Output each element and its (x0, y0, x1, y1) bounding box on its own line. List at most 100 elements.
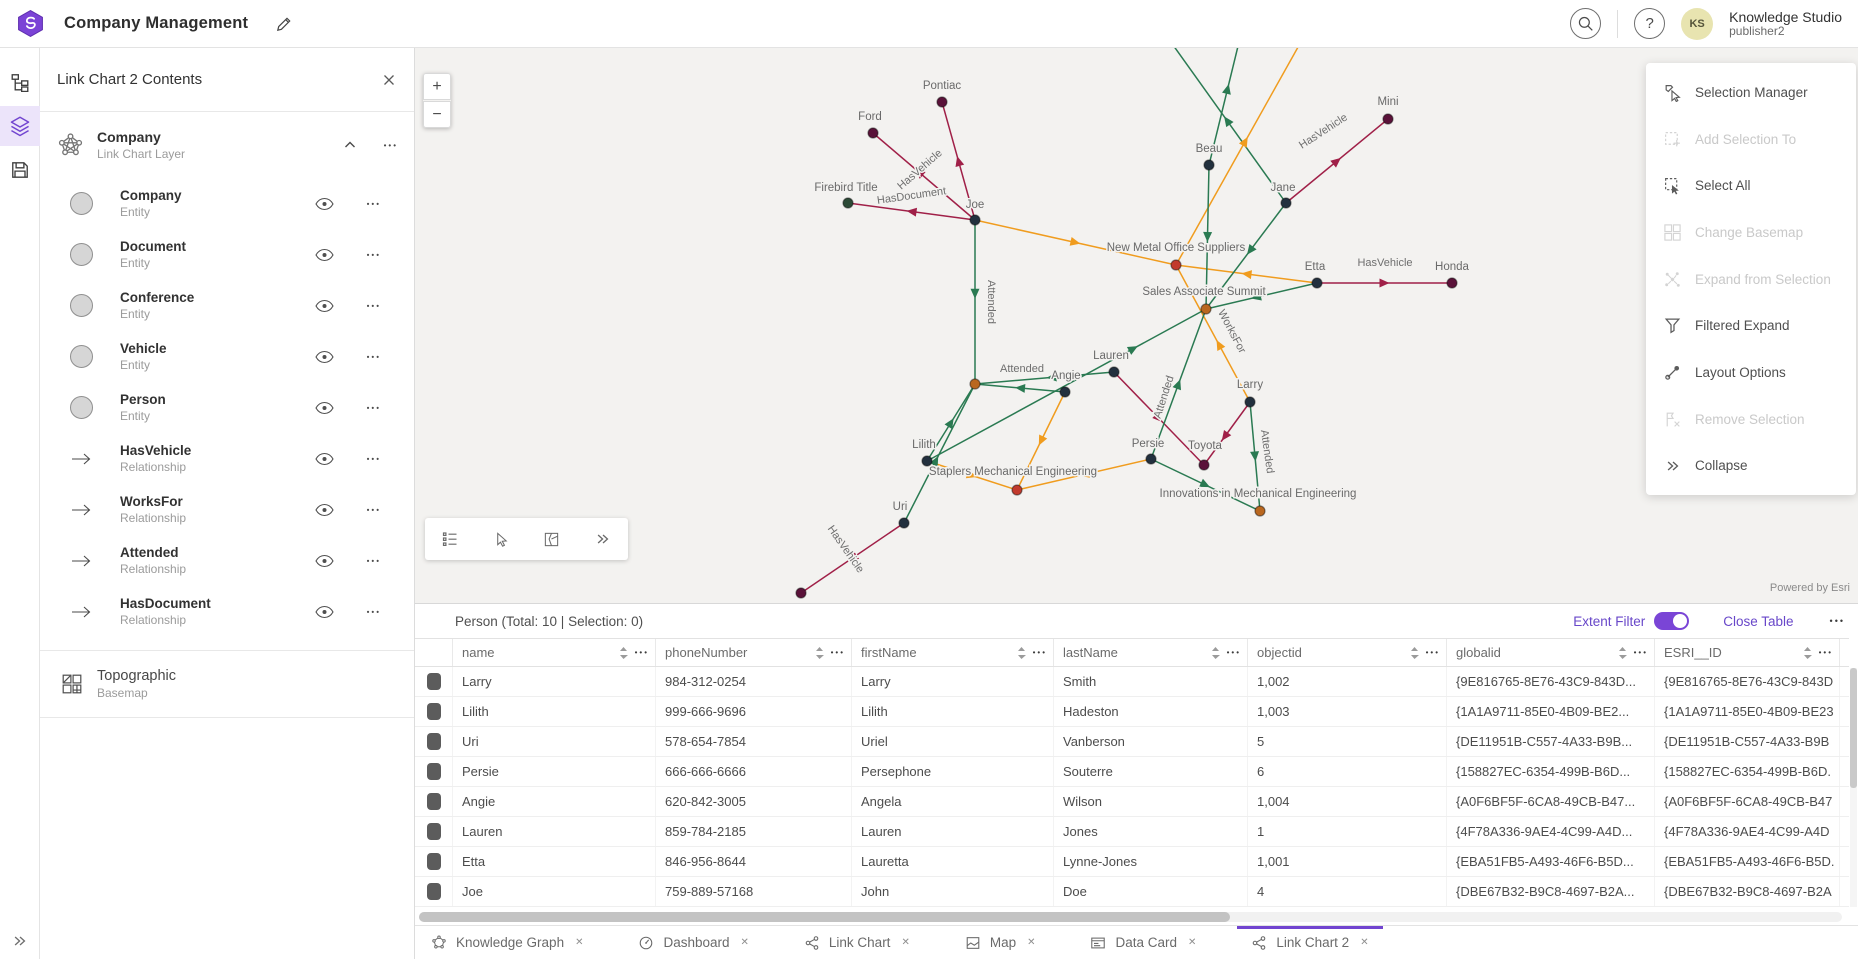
graph-node-etta[interactable] (1311, 277, 1323, 289)
row-checkbox[interactable] (426, 673, 441, 690)
edge-green[interactable] (1205, 202, 1287, 310)
graph-node-vehicle[interactable] (795, 587, 807, 599)
column-header-objectid[interactable]: objectid ••• (1248, 639, 1447, 666)
search-button[interactable] (1570, 8, 1602, 39)
visibility-toggle-icon[interactable] (315, 452, 334, 465)
layer-item-company[interactable]: Company Entity ••• (40, 178, 414, 229)
row-checkbox[interactable] (426, 823, 441, 840)
menu-item-select-all[interactable]: Select All (1646, 162, 1856, 209)
table-row[interactable]: Uri 578-654-7854 Uriel Vanberson 5 {DE11951B-… (415, 727, 1849, 757)
rail-button-save[interactable] (0, 150, 40, 190)
graph-node-beau[interactable] (1203, 159, 1215, 171)
table-row[interactable]: Etta 846-956-8644 Lauretta Lynne-Jones 1,001… (415, 847, 1849, 877)
layer-item-document[interactable]: Document Entity ••• (40, 229, 414, 280)
sort-icon[interactable] (1803, 646, 1812, 660)
item-options-button[interactable]: ••• (366, 556, 381, 565)
table-row[interactable]: Persie 666-666-6666 Persephone Souterre 6 {15… (415, 757, 1849, 787)
tab-close-icon[interactable]: ✕ (740, 937, 749, 948)
item-options-button[interactable]: ••• (366, 199, 381, 208)
tab-knowledge-graph[interactable]: Knowledge Graph ✕ (417, 926, 597, 959)
item-options-button[interactable]: ••• (366, 352, 381, 361)
column-header-name[interactable]: name ••• (453, 639, 656, 666)
visibility-toggle-icon[interactable] (315, 248, 334, 261)
menu-item-selection-manager[interactable]: Selection Manager (1646, 69, 1856, 116)
rail-button-org-chart[interactable] (0, 62, 40, 102)
row-select-cell[interactable] (415, 727, 453, 756)
layer-item-attended[interactable]: Attended Relationship ••• (40, 535, 414, 586)
graph-node-innovations-in-mechanical-engineering[interactable] (1254, 505, 1266, 517)
edge-green[interactable] (926, 308, 1207, 462)
horizontal-scrollbar-thumb[interactable] (419, 912, 1231, 922)
graph-node-larry[interactable] (1244, 396, 1256, 408)
graph-node-honda[interactable] (1446, 277, 1458, 289)
column-options-button[interactable]: ••• (830, 648, 845, 657)
extent-filter-control[interactable]: Extent Filter (1573, 612, 1690, 630)
item-options-button[interactable]: ••• (366, 250, 381, 259)
rail-button-layers[interactable] (0, 106, 40, 146)
tab-link-chart-2[interactable]: Link Chart 2 ✕ (1237, 926, 1382, 959)
graph-node-persie[interactable] (1145, 453, 1157, 465)
row-select-cell[interactable] (415, 697, 453, 726)
graph-node-staplers-mechanical-engineering[interactable] (1011, 484, 1023, 496)
column-options-button[interactable]: ••• (1425, 648, 1440, 657)
vertical-scrollbar[interactable] (1850, 668, 1857, 907)
tab-close-icon[interactable]: ✕ (1027, 937, 1036, 948)
tab-close-icon[interactable]: ✕ (1188, 937, 1197, 948)
tab-dashboard[interactable]: Dashboard ✕ (624, 926, 762, 959)
horizontal-scrollbar[interactable] (419, 912, 1842, 922)
help-button[interactable]: ? (1634, 8, 1666, 39)
toolbar-collapse-button[interactable] (583, 519, 623, 559)
vertical-scrollbar-thumb[interactable] (1850, 668, 1857, 788)
row-checkbox[interactable] (426, 763, 441, 780)
column-options-button[interactable]: ••• (1032, 648, 1047, 657)
edge-hasvehicle[interactable] (872, 132, 976, 221)
sort-icon[interactable] (1017, 646, 1026, 660)
graph-node-toyota[interactable] (1198, 459, 1210, 471)
layer-item-conference[interactable]: Conference Entity ••• (40, 280, 414, 331)
visibility-toggle-icon[interactable] (315, 605, 334, 618)
graph-node-ford[interactable] (867, 127, 879, 139)
basemap-row[interactable]: Topographic Basemap (40, 650, 414, 718)
panel-close-icon[interactable] (382, 73, 396, 87)
tab-link-chart[interactable]: Link Chart ✕ (790, 926, 924, 959)
row-checkbox[interactable] (426, 883, 441, 900)
row-select-cell[interactable] (415, 847, 453, 876)
tab-close-icon[interactable]: ✕ (1360, 937, 1369, 948)
graph-node-firebird-title[interactable] (842, 197, 854, 209)
edge-green[interactable] (974, 371, 1115, 385)
visibility-toggle-icon[interactable] (315, 299, 334, 312)
graph-node-joe[interactable] (969, 214, 981, 226)
column-options-button[interactable]: ••• (634, 648, 649, 657)
select-all-column-header[interactable] (415, 639, 453, 666)
row-select-cell[interactable] (415, 817, 453, 846)
sort-icon[interactable] (619, 646, 628, 660)
sort-icon[interactable] (1211, 646, 1220, 660)
column-header-firstname[interactable]: firstName ••• (852, 639, 1054, 666)
item-options-button[interactable]: ••• (366, 505, 381, 514)
edit-title-pencil-icon[interactable] (275, 15, 293, 33)
close-table-button[interactable]: Close Table (1723, 613, 1794, 629)
graph-node-lilith[interactable] (921, 455, 933, 467)
extent-filter-toggle[interactable] (1654, 612, 1690, 630)
tab-close-icon[interactable]: ✕ (575, 937, 584, 948)
column-header-globalid[interactable]: globalid ••• (1447, 639, 1655, 666)
table-row[interactable]: Larry 984-312-0254 Larry Smith 1,002 {9E81676… (415, 667, 1849, 697)
tab-map[interactable]: Map ✕ (951, 926, 1050, 959)
row-checkbox[interactable] (426, 853, 441, 870)
table-row[interactable]: Angie 620-842-3005 Angela Wilson 1,004 {A0F6B… (415, 787, 1849, 817)
graph-node-new-metal-office-suppliers[interactable] (1170, 259, 1182, 271)
graph-node-jane[interactable] (1280, 197, 1292, 209)
item-options-button[interactable]: ••• (366, 403, 381, 412)
toolbar-legend-button[interactable] (430, 519, 470, 559)
column-options-button[interactable]: ••• (1818, 648, 1833, 657)
item-options-button[interactable]: ••• (366, 607, 381, 616)
zoom-in-button[interactable]: + (423, 73, 451, 100)
row-checkbox[interactable] (426, 703, 441, 720)
visibility-toggle-icon[interactable] (315, 503, 334, 516)
layer-item-hasvehicle[interactable]: HasVehicle Relationship ••• (40, 433, 414, 484)
column-header-esri-id[interactable]: ESRI__ID ••• (1655, 639, 1840, 666)
graph-node-uri[interactable] (898, 517, 910, 529)
layer-item-worksfor[interactable]: WorksFor Relationship ••• (40, 484, 414, 535)
edge-worksfor[interactable] (1175, 264, 1251, 403)
edge-green[interactable] (1208, 48, 1240, 166)
